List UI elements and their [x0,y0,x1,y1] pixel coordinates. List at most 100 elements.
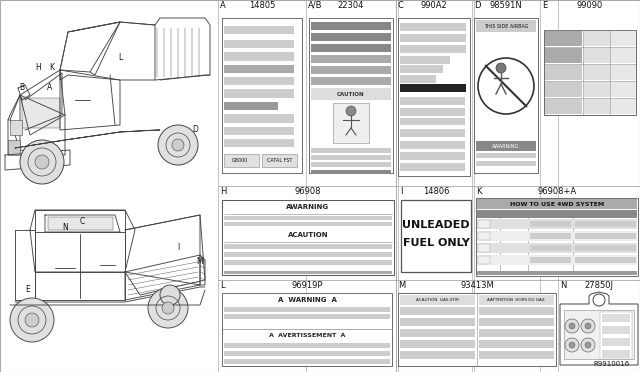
Bar [584,99,611,114]
Text: 14805: 14805 [249,1,275,10]
Bar [262,154,297,167]
Circle shape [585,342,591,348]
Bar [224,343,390,348]
Bar [400,329,475,337]
Bar [545,99,582,114]
Bar [584,48,611,63]
Bar [602,314,630,322]
Bar [222,18,302,173]
Circle shape [148,288,188,328]
Bar [400,318,475,326]
Text: 99090: 99090 [577,1,603,10]
Bar [400,340,475,348]
Bar [584,31,611,46]
Bar [400,141,465,149]
Text: 96919P: 96919P [291,281,323,290]
Text: ACAUTION  GAS STIR: ACAUTION GAS STIR [415,298,458,302]
Circle shape [162,302,174,314]
Circle shape [25,313,39,327]
Text: A/B: A/B [308,1,323,10]
Text: L: L [118,54,122,62]
Bar [530,221,572,227]
Text: N: N [560,281,566,290]
Text: R9910016: R9910016 [594,361,630,367]
Bar [333,103,369,143]
Bar [602,338,630,346]
Bar [224,139,294,147]
Bar [545,82,582,97]
Bar [224,40,294,48]
Bar [575,257,636,263]
Circle shape [581,338,595,352]
Circle shape [346,106,356,116]
Bar [224,216,392,220]
Bar [602,350,630,358]
Bar [400,163,465,171]
Bar [224,244,392,249]
Bar [224,359,390,364]
Bar [477,231,637,241]
Circle shape [160,285,180,305]
Circle shape [565,319,579,333]
Text: CAUTION: CAUTION [337,92,365,96]
Bar [584,82,611,97]
Bar [575,245,636,251]
Bar [222,293,392,366]
Bar [400,152,465,160]
Circle shape [585,323,591,329]
Bar [398,293,556,366]
Bar [611,31,636,46]
Text: AATTENTION  HORS DU GAZ: AATTENTION HORS DU GAZ [487,298,545,302]
Circle shape [158,125,198,165]
Bar [611,65,636,80]
Bar [311,148,391,153]
Bar [477,210,637,218]
Bar [476,161,536,166]
Text: C: C [398,1,404,10]
Text: 93413M: 93413M [460,281,494,290]
Bar [224,52,294,61]
Text: A: A [47,83,52,93]
Text: A  WARNING  A: A WARNING A [278,297,337,303]
Bar [611,99,636,114]
Bar [611,82,636,97]
Text: M: M [196,257,204,266]
Bar [479,340,554,348]
Bar [311,170,391,174]
Bar [400,295,475,305]
Bar [478,220,490,228]
Bar [600,312,632,359]
Bar [611,48,636,63]
Bar [224,271,392,274]
Bar [545,31,582,46]
Bar [224,64,294,73]
Text: K: K [476,187,481,196]
Bar [477,271,637,275]
Bar [400,108,465,116]
Bar [311,33,391,41]
Text: 96908: 96908 [295,187,321,196]
Bar [477,243,637,253]
Bar [478,244,490,252]
Circle shape [10,298,54,342]
Text: C: C [79,218,84,227]
Bar [530,233,572,239]
Bar [584,65,611,80]
Bar [311,55,391,63]
Text: H: H [220,187,227,196]
Bar [224,89,294,98]
Bar [224,222,392,226]
Bar [476,198,638,276]
Text: E: E [542,1,547,10]
Circle shape [569,342,575,348]
Bar [400,23,466,31]
Text: M: M [398,281,405,290]
Bar [400,56,451,64]
Bar [474,18,538,173]
Text: UNLEADED: UNLEADED [402,220,470,230]
Text: 27850J: 27850J [584,281,614,290]
Bar [400,118,465,125]
Bar [564,310,634,359]
Text: 22304: 22304 [338,1,364,10]
Text: B: B [19,83,24,93]
